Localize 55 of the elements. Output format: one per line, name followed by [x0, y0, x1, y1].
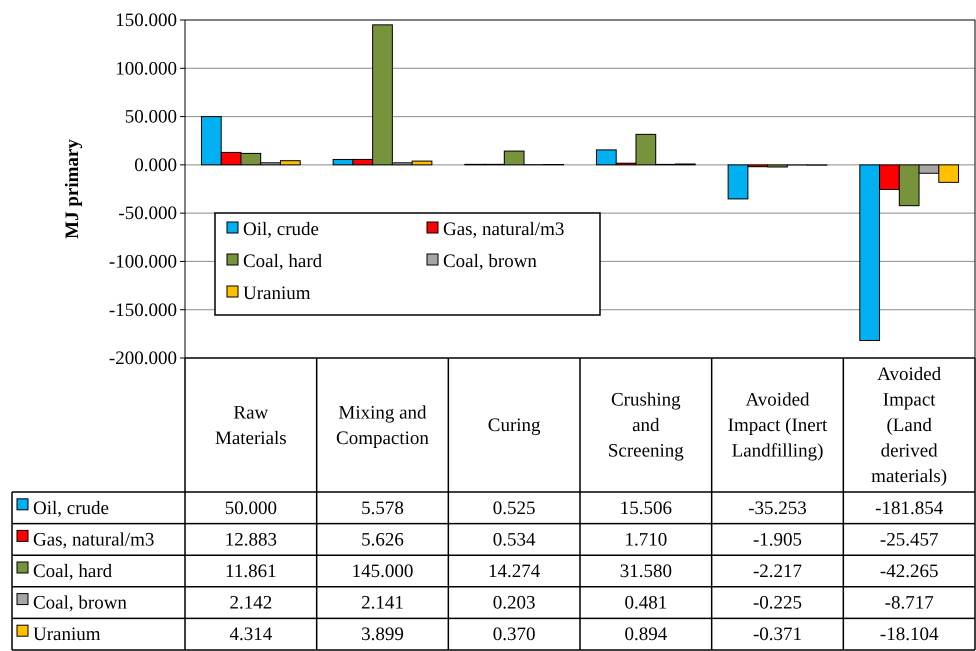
data-label: 15.506	[620, 498, 672, 519]
data-label: 2.142	[229, 592, 272, 614]
x-tick-label: Avoided Impact (Land derived materials)	[871, 364, 948, 487]
text: Uranium	[33, 624, 101, 646]
text: Oil, crude	[33, 498, 109, 519]
x-tick-label: Mixing and Compaction	[336, 402, 430, 449]
data-label: 0.203	[492, 592, 536, 614]
data-label: 31.580	[620, 561, 672, 582]
data-label: -42.265	[880, 561, 938, 582]
data-label: -2.217	[752, 561, 802, 582]
y-tick-label: -150.000	[108, 300, 177, 321]
y-tick-label: -200.000	[108, 348, 177, 370]
x-tick-label: Crushing and Screening	[608, 390, 684, 462]
y-tick-label: -100.000	[108, 252, 177, 273]
legend-label: Coal, brown	[443, 251, 538, 272]
data-label: 0.534	[492, 529, 536, 550]
data-label: 50.000	[224, 498, 277, 519]
y-tick-label: 50.000	[124, 106, 177, 128]
data-label: -0.225	[752, 592, 802, 614]
data-label: 4.314	[229, 624, 273, 646]
data-label: 145.000	[352, 561, 414, 582]
y-tick-label: 100.000	[115, 58, 177, 80]
data-label: -1.905	[752, 529, 802, 550]
data-label: 2.141	[361, 592, 404, 614]
data-label: -181.854	[875, 498, 944, 519]
data-label: 5.626	[361, 529, 404, 550]
text: Gas, natural/m3	[33, 529, 154, 550]
data-label: 0.481	[624, 592, 668, 614]
data-label: 12.883	[224, 529, 277, 550]
data-label: -8.717	[884, 592, 934, 614]
data-label: 3.899	[361, 624, 404, 646]
x-tick-label: Raw Materials	[214, 402, 287, 449]
legend-label: Gas, natural/m3	[443, 219, 564, 240]
data-label: 0.894	[624, 624, 668, 646]
data-label: 1.710	[624, 529, 668, 550]
legend-label: Oil, crude	[243, 219, 319, 240]
data-label: -18.104	[880, 624, 939, 646]
x-tick-label: Avoided Impact (Inert Landfilling)	[728, 390, 828, 462]
legend-label: Coal, hard	[243, 251, 323, 272]
data-label: 11.861	[225, 561, 277, 582]
legend-label: Uranium	[243, 283, 311, 304]
data-label: 14.274	[488, 561, 541, 582]
y-axis-title: MJ primary	[62, 138, 83, 239]
y-tick-label: 0.000	[134, 154, 177, 176]
data-label: -35.253	[748, 498, 807, 519]
text: Coal, brown	[33, 592, 127, 614]
y-tick-label: -50.000	[118, 203, 177, 224]
data-label: 5.578	[361, 498, 404, 519]
y-tick-label: 150.000	[115, 10, 177, 32]
data-label: 0.370	[492, 624, 536, 646]
x-tick-label: Curing	[488, 415, 542, 436]
data-label: -25.457	[880, 529, 938, 550]
data-label: 0.525	[492, 498, 536, 519]
text: Coal, hard	[33, 561, 112, 582]
data-label: -0.371	[752, 624, 802, 646]
